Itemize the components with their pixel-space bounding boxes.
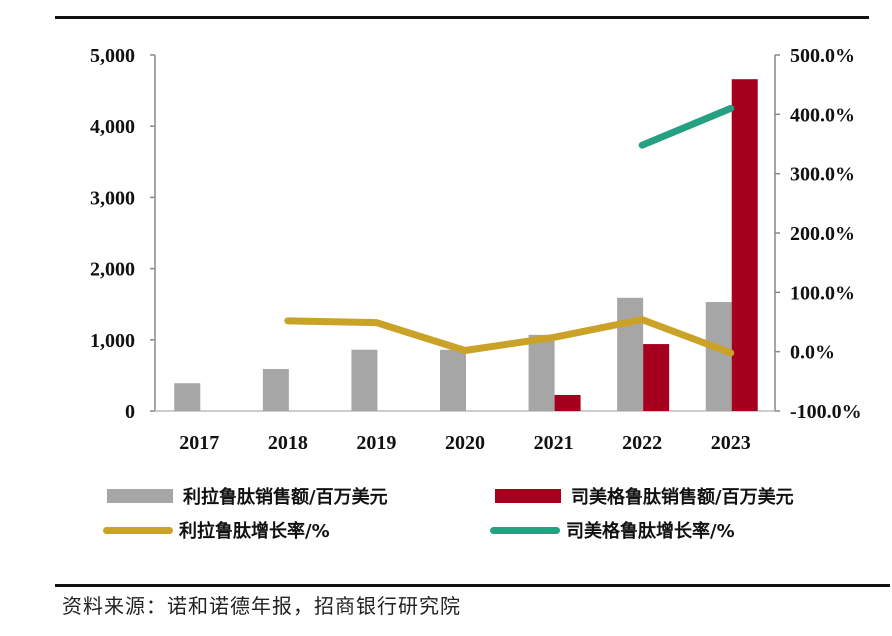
x-axis-tick-label: 2019 <box>356 432 396 454</box>
legend-item-liraglutide-growth: 利拉鲁肽增长率/% <box>103 517 330 543</box>
bottom-rule <box>55 584 890 587</box>
legend-label: 司美格鲁肽销售额/百万美元 <box>571 483 794 509</box>
bar-semaglutide-sales <box>643 344 669 411</box>
left-axis-tick-label: 2,000 <box>90 259 135 281</box>
bar-liraglutide-sales <box>351 350 377 411</box>
bar-liraglutide-sales <box>617 298 643 411</box>
chart: 0 1,000 2,000 3,000 4,000 5,000 -100.0% 0.0% 100… <box>0 0 892 470</box>
x-axis-tick-label: 2020 <box>445 432 485 454</box>
legend-label: 利拉鲁肽销售额/百万美元 <box>183 483 388 509</box>
right-axis-tick-label: -100.0% <box>790 401 862 423</box>
bar-liraglutide-sales <box>263 369 289 411</box>
legend-swatch-red <box>495 489 561 503</box>
left-axis-tick-label: 1,000 <box>90 330 135 352</box>
left-axis-tick-label: 4,000 <box>90 116 135 138</box>
legend-swatch-gold <box>103 527 173 534</box>
legend-label: 司美格鲁肽增长率/% <box>566 517 735 543</box>
bar-semaglutide-sales <box>555 395 581 411</box>
left-axis-tick-label: 3,000 <box>90 187 135 209</box>
x-axis-tick-label: 2017 <box>179 432 219 454</box>
right-axis-tick-label: 400.0% <box>790 104 855 126</box>
x-axis-tick-label: 2021 <box>534 432 574 454</box>
left-axis-tick-label: 5,000 <box>90 45 135 67</box>
right-axis-tick-label: 200.0% <box>790 223 855 245</box>
x-axis-tick-label: 2022 <box>622 432 662 454</box>
legend-item-liraglutide-sales: 利拉鲁肽销售额/百万美元 <box>107 483 388 509</box>
bar-liraglutide-sales <box>174 383 200 411</box>
legend-item-semaglutide-growth: 司美格鲁肽增长率/% <box>490 517 735 543</box>
right-axis-tick-label: 300.0% <box>790 164 855 186</box>
legend-swatch-gray <box>107 489 173 503</box>
right-axis-tick-label: 100.0% <box>790 282 855 304</box>
legend-item-semaglutide-sales: 司美格鲁肽销售额/百万美元 <box>495 483 794 509</box>
bar-liraglutide-sales <box>529 335 555 411</box>
x-axis-tick-label: 2018 <box>268 432 308 454</box>
bar-liraglutide-sales <box>706 302 732 411</box>
left-axis-tick-label: 0 <box>125 401 135 423</box>
bar-semaglutide-sales <box>732 79 758 411</box>
legend-swatch-teal <box>490 527 560 534</box>
right-axis-tick-label: 0.0% <box>790 342 835 364</box>
bar-liraglutide-sales <box>440 350 466 411</box>
legend-label: 利拉鲁肽增长率/% <box>179 517 330 543</box>
x-axis-tick-label: 2023 <box>711 432 751 454</box>
line-semaglutide-growth <box>642 108 731 145</box>
source-note: 资料来源：诺和诺德年报，招商银行研究院 <box>62 590 461 619</box>
right-axis-tick-label: 500.0% <box>790 45 855 67</box>
